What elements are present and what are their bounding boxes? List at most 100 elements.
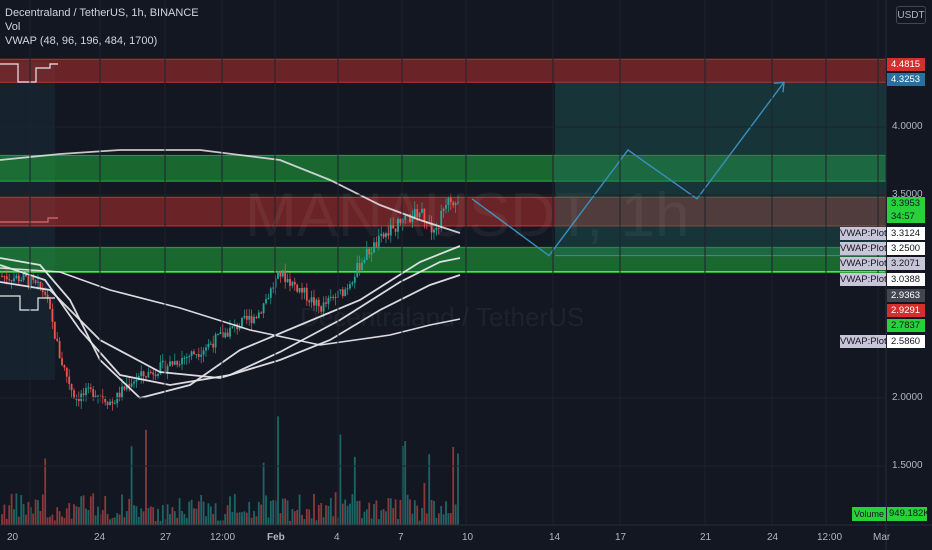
candle[interactable]	[80, 393, 83, 402]
candle[interactable]	[442, 208, 445, 211]
candle[interactable]	[380, 233, 383, 236]
candle[interactable]	[214, 334, 217, 348]
legend-vol[interactable]: Vol	[5, 21, 21, 33]
candle[interactable]	[44, 291, 47, 295]
candle[interactable]	[437, 228, 440, 230]
candle[interactable]	[27, 276, 30, 286]
candle[interactable]	[121, 386, 123, 398]
candle[interactable]	[274, 278, 277, 288]
candle[interactable]	[56, 338, 59, 342]
candle[interactable]	[209, 343, 212, 345]
candle[interactable]	[17, 275, 20, 282]
candle[interactable]	[217, 334, 219, 336]
price-label[interactable]: 34:57	[887, 210, 925, 223]
candle[interactable]	[253, 316, 255, 324]
candle[interactable]	[176, 361, 179, 365]
vwap-line[interactable]	[0, 267, 461, 346]
candle[interactable]	[449, 197, 452, 203]
candle[interactable]	[8, 279, 11, 281]
candle[interactable]	[301, 288, 303, 293]
candle[interactable]	[265, 299, 267, 304]
candle[interactable]	[29, 277, 32, 286]
candle[interactable]	[334, 296, 337, 298]
candle[interactable]	[147, 371, 150, 378]
candle[interactable]	[418, 212, 421, 217]
candle[interactable]	[25, 273, 27, 277]
candle[interactable]	[75, 398, 78, 400]
candle[interactable]	[1, 275, 3, 277]
candle[interactable]	[241, 317, 243, 327]
currency-badge[interactable]: USDT	[896, 6, 926, 24]
candle[interactable]	[272, 287, 275, 289]
candle[interactable]	[445, 205, 447, 209]
candle[interactable]	[13, 278, 15, 282]
price-label[interactable]: 3.0388	[887, 273, 925, 286]
candle[interactable]	[145, 376, 147, 378]
candle[interactable]	[219, 332, 222, 335]
candle[interactable]	[353, 276, 356, 283]
candle[interactable]	[104, 398, 107, 403]
candle[interactable]	[61, 358, 63, 366]
candle[interactable]	[202, 350, 205, 355]
candle[interactable]	[183, 357, 186, 359]
candle[interactable]	[250, 315, 253, 324]
candle[interactable]	[173, 361, 176, 365]
candle[interactable]	[385, 233, 387, 238]
candle[interactable]	[109, 401, 111, 406]
candle[interactable]	[389, 225, 392, 236]
candle[interactable]	[238, 326, 241, 330]
candle[interactable]	[5, 276, 8, 280]
candle[interactable]	[51, 309, 54, 322]
candle[interactable]	[195, 354, 198, 356]
candle[interactable]	[58, 341, 61, 359]
candle[interactable]	[423, 208, 426, 222]
candle[interactable]	[452, 202, 455, 206]
price-label[interactable]: 2.9363	[887, 289, 925, 302]
candle[interactable]	[332, 296, 335, 298]
candle[interactable]	[349, 284, 351, 289]
candle[interactable]	[327, 297, 330, 304]
candle[interactable]	[10, 280, 13, 282]
price-label[interactable]: 4.3253	[887, 73, 925, 86]
candle[interactable]	[94, 395, 97, 398]
candle[interactable]	[284, 270, 287, 283]
candle[interactable]	[377, 235, 380, 247]
candle[interactable]	[404, 215, 407, 220]
candle[interactable]	[296, 284, 299, 292]
candle[interactable]	[281, 270, 284, 277]
candle[interactable]	[346, 288, 349, 290]
vwap-line[interactable]	[0, 274, 461, 379]
price-label[interactable]: 3.3124	[887, 227, 925, 240]
candle[interactable]	[65, 367, 68, 377]
candle[interactable]	[20, 280, 23, 282]
candle[interactable]	[149, 371, 152, 373]
candle[interactable]	[447, 197, 450, 206]
candle[interactable]	[320, 306, 323, 312]
candle[interactable]	[298, 288, 301, 292]
candle[interactable]	[37, 281, 39, 283]
candle[interactable]	[313, 297, 315, 306]
candle[interactable]	[188, 356, 191, 358]
candle[interactable]	[49, 298, 51, 310]
zone-support[interactable]	[0, 155, 886, 182]
candle[interactable]	[166, 366, 169, 372]
candle[interactable]	[111, 401, 114, 404]
target-box[interactable]	[555, 82, 886, 256]
candle[interactable]	[315, 299, 318, 306]
candle[interactable]	[82, 393, 85, 395]
candle[interactable]	[85, 388, 87, 395]
candle[interactable]	[32, 277, 35, 281]
price-label[interactable]: 4.4815	[887, 58, 925, 71]
candle[interactable]	[3, 276, 6, 278]
candle[interactable]	[382, 233, 385, 238]
candle[interactable]	[207, 343, 210, 348]
candle[interactable]	[221, 332, 224, 338]
candle[interactable]	[229, 327, 231, 337]
candle[interactable]	[113, 403, 116, 405]
candle[interactable]	[140, 371, 143, 377]
candle[interactable]	[255, 316, 258, 318]
candle[interactable]	[68, 376, 71, 385]
candle[interactable]	[185, 357, 188, 359]
candle[interactable]	[154, 374, 157, 377]
